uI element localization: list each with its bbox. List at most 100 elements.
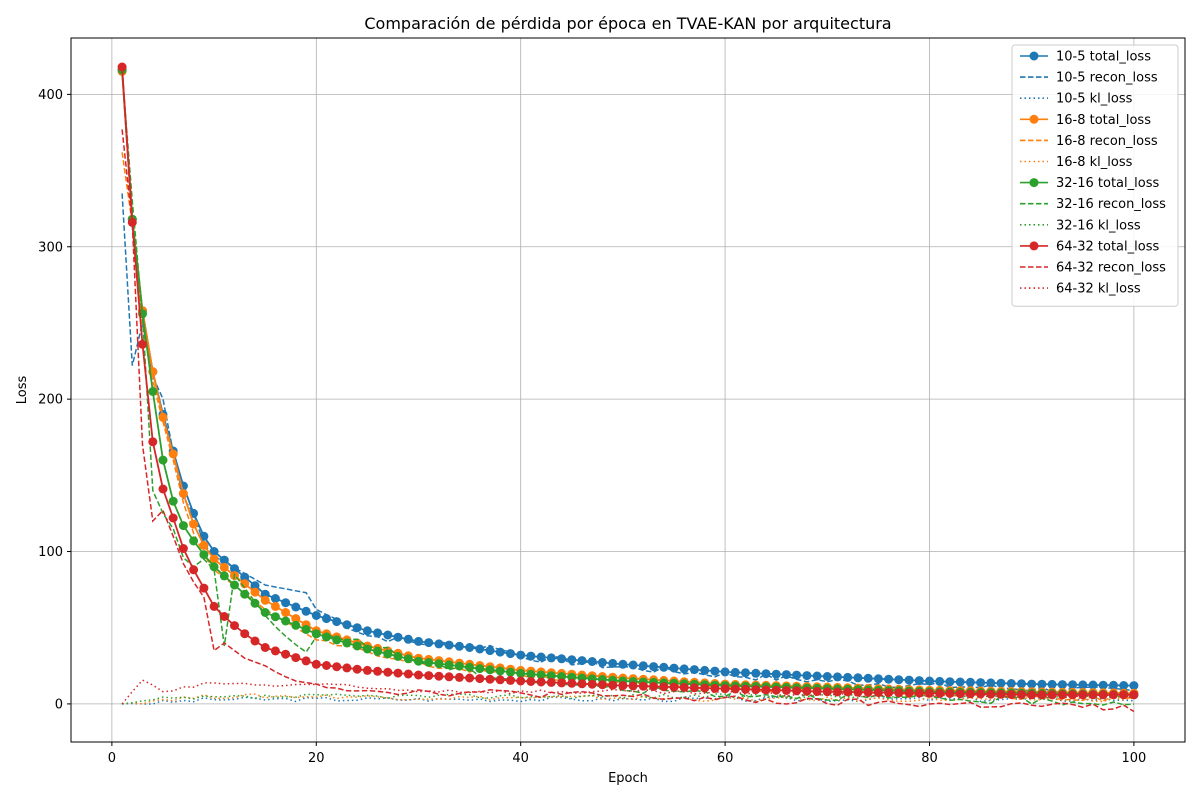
data-point-64-32-total-loss	[567, 678, 577, 688]
data-point-10-5-total-loss	[822, 672, 832, 681]
data-point-64-32-total-loss	[700, 683, 710, 693]
data-point-10-5-total-loss	[495, 647, 505, 657]
data-point-10-5-total-loss	[526, 651, 536, 661]
data-point-64-32-total-loss	[730, 684, 740, 694]
data-point-64-32-total-loss	[373, 666, 383, 676]
data-point-32-16-total-loss	[454, 661, 464, 671]
data-point-32-16-total-loss	[414, 656, 423, 666]
data-point-64-32-total-loss	[454, 672, 464, 682]
data-point-64-32-total-loss	[383, 667, 393, 677]
data-point-64-32-total-loss	[332, 662, 342, 672]
data-point-10-5-total-loss	[700, 665, 710, 675]
x-axis-label: Epoch	[608, 771, 648, 786]
data-point-10-5-total-loss	[567, 655, 577, 665]
data-point-32-16-total-loss	[219, 571, 229, 581]
data-point-64-32-total-loss	[781, 686, 791, 695]
data-point-64-32-total-loss	[240, 629, 250, 639]
data-point-10-5-total-loss	[812, 671, 822, 681]
data-point-10-5-total-loss	[475, 644, 485, 654]
data-point-10-5-total-loss	[761, 669, 771, 679]
data-point-64-32-total-loss	[189, 565, 199, 575]
y-tick-label: 200	[38, 393, 63, 408]
data-point-32-16-total-loss	[403, 654, 413, 664]
data-point-64-32-total-loss	[536, 677, 546, 687]
data-point-10-5-total-loss	[965, 677, 975, 687]
data-point-10-5-total-loss	[669, 663, 679, 673]
data-point-10-5-total-loss	[373, 628, 383, 638]
legend-label: 32-16 recon_loss	[1056, 197, 1166, 212]
data-point-32-16-total-loss	[383, 649, 393, 659]
data-point-64-32-total-loss	[965, 689, 975, 699]
data-point-64-32-total-loss	[1098, 690, 1108, 700]
data-point-10-5-total-loss	[751, 668, 761, 678]
y-tick-label: 400	[38, 88, 63, 103]
data-point-16-8-total-loss	[189, 519, 199, 529]
data-point-32-16-total-loss	[465, 662, 475, 672]
data-point-10-5-total-loss	[199, 531, 209, 541]
data-point-64-32-total-loss	[649, 682, 659, 691]
data-point-10-5-total-loss	[403, 634, 413, 644]
data-point-64-32-total-loss	[403, 669, 413, 679]
data-point-10-5-total-loss	[597, 658, 607, 667]
data-point-10-5-total-loss	[281, 598, 291, 608]
y-tick-label: 100	[38, 545, 63, 560]
data-point-64-32-total-loss	[833, 687, 842, 697]
data-point-64-32-total-loss	[986, 689, 996, 699]
data-point-10-5-total-loss	[689, 665, 699, 675]
data-point-64-32-total-loss	[158, 484, 168, 494]
data-point-32-16-total-loss	[178, 521, 188, 531]
data-point-64-32-total-loss	[414, 670, 423, 680]
legend-label: 64-32 total_loss	[1056, 239, 1159, 254]
data-point-64-32-total-loss	[945, 689, 955, 698]
data-point-10-5-total-loss	[863, 673, 873, 683]
data-point-10-5-total-loss	[516, 650, 526, 660]
data-point-10-5-total-loss	[1006, 679, 1016, 688]
series-line-64-32-kl-loss	[121, 679, 1135, 705]
data-point-16-8-total-loss	[291, 614, 301, 624]
data-point-10-5-total-loss	[720, 667, 730, 677]
data-point-64-32-total-loss	[1129, 690, 1139, 700]
data-point-10-5-total-loss	[301, 606, 311, 616]
data-point-64-32-total-loss	[996, 689, 1006, 699]
data-point-64-32-total-loss	[925, 688, 934, 698]
data-point-10-5-total-loss	[996, 678, 1006, 688]
legend-label: 64-32 kl_loss	[1056, 282, 1141, 297]
chart-title: Comparación de pérdida por época en TVAE…	[364, 14, 891, 33]
legend-marker	[1029, 178, 1039, 188]
x-tick-label: 0	[108, 751, 116, 766]
series-line-16-8-total-loss	[121, 71, 1134, 695]
data-point-10-5-total-loss	[414, 636, 423, 646]
data-point-64-32-total-loss	[608, 680, 618, 690]
data-point-64-32-total-loss	[260, 643, 270, 652]
plot-area	[117, 62, 1139, 713]
data-point-10-5-total-loss	[270, 594, 280, 603]
legend-marker	[1029, 114, 1039, 124]
legend-label: 64-32 recon_loss	[1056, 261, 1166, 276]
data-point-64-32-total-loss	[342, 663, 352, 673]
data-point-10-5-total-loss	[454, 641, 464, 651]
data-point-10-5-total-loss	[976, 678, 986, 688]
series-group-64-32	[117, 62, 1139, 713]
data-point-10-5-total-loss	[1119, 681, 1129, 690]
data-point-10-5-total-loss	[250, 581, 260, 591]
data-point-10-5-total-loss	[362, 626, 372, 636]
data-point-16-8-total-loss	[250, 587, 260, 597]
legend-label: 16-8 total_loss	[1056, 113, 1151, 128]
x-axis: 0 20 40 60 80 100	[108, 742, 1146, 766]
data-point-64-32-total-loss	[1027, 690, 1037, 700]
data-point-32-16-total-loss	[270, 612, 280, 622]
data-point-64-32-total-loss	[475, 674, 485, 684]
x-tick-label: 40	[512, 751, 529, 766]
data-point-10-5-total-loss	[209, 547, 219, 556]
data-point-64-32-total-loss	[424, 671, 434, 681]
data-point-10-5-total-loss	[230, 564, 239, 574]
data-point-10-5-total-loss	[925, 676, 934, 686]
data-point-64-32-total-loss	[178, 544, 188, 553]
data-point-10-5-total-loss	[1078, 680, 1088, 690]
data-point-10-5-total-loss	[577, 656, 587, 666]
data-point-32-16-total-loss	[148, 387, 158, 396]
data-point-10-5-total-loss	[506, 649, 515, 659]
data-point-10-5-total-loss	[1047, 679, 1057, 689]
series-line-64-32-total-loss	[121, 66, 1134, 696]
data-point-16-8-total-loss	[281, 608, 291, 617]
